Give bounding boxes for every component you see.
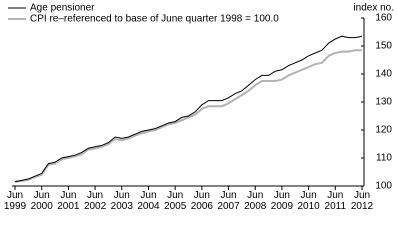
x-tick-label: Jun 2009 xyxy=(270,190,294,212)
legend-label: Age pensioner xyxy=(30,3,95,14)
y-tick-label: 100 xyxy=(375,181,392,192)
x-tick-label: Jun 1999 xyxy=(3,190,27,212)
x-tick-label: Jun 2005 xyxy=(164,190,187,212)
x-tick-label: Jun 2006 xyxy=(190,190,213,212)
x-tick-label: Jun 2003 xyxy=(110,190,133,212)
y-tick-label: 130 xyxy=(375,97,392,108)
x-tick-label: Jun 2007 xyxy=(217,190,240,212)
chart-svg: index no. 100 110 120 130 140 150 160 Age pensi… xyxy=(8,3,394,192)
y-tick-label: 110 xyxy=(376,153,392,164)
y-tick-label: 120 xyxy=(375,125,392,136)
series-line xyxy=(14,35,363,183)
y-tick-label: 160 xyxy=(375,13,392,24)
x-tick-label: Jun 2000 xyxy=(30,190,53,212)
x-tick-label: Jun 2001 xyxy=(57,190,80,212)
x-tick-label: Jun 2010 xyxy=(297,190,320,212)
legend-label: CPI re–referenced to base of June quarte… xyxy=(30,14,279,25)
x-tick-label: Jun 2002 xyxy=(83,190,107,212)
chart: index no. 100 110 120 130 140 150 160 Age pensi… xyxy=(3,3,394,212)
x-tick-label: Jun 2011 xyxy=(324,190,347,212)
x-tick-label: Jun 2008 xyxy=(244,190,267,212)
x-tick-label: Jun 2004 xyxy=(137,190,160,212)
y-axis-label: index no. xyxy=(353,3,394,14)
y-tick-label: 150 xyxy=(375,41,392,52)
y-tick-label: 140 xyxy=(375,69,392,80)
series-line xyxy=(14,49,362,183)
x-tick-label: Jun 2012 xyxy=(350,190,374,212)
